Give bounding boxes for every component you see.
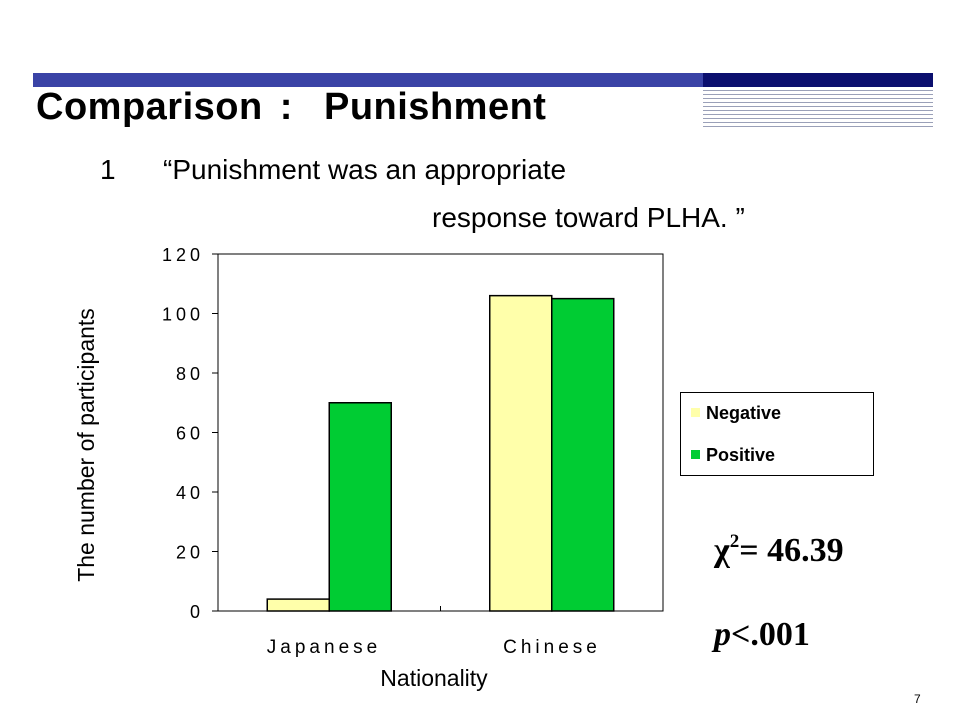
legend-label-positive: Positive	[706, 445, 776, 465]
x-category-label-chinese: Chinese	[503, 637, 601, 658]
title-right: Punishment	[323, 86, 547, 128]
question-line-1: “Punishment was an appropriate	[163, 154, 567, 185]
bar-japanese-negative	[266, 598, 330, 612]
legend-item-positive: Positive	[691, 445, 775, 466]
y-ticks-group: 0 20 40 60 80 100 120	[162, 245, 218, 622]
y-tick-label-60: 60	[176, 424, 204, 444]
page-number: 7	[914, 692, 921, 706]
p-value: <.001	[731, 616, 810, 653]
question-line-2: response toward PLHA. ”	[432, 202, 745, 233]
bars-group	[266, 294, 615, 612]
bar-japanese-positive	[328, 402, 392, 612]
p-letter: p	[714, 616, 731, 653]
legend-label-negative: Negative	[706, 403, 782, 423]
question-number: 1	[100, 154, 116, 185]
title-bar-dark	[703, 73, 933, 87]
chi-square-statistic: χ2= 46.39	[714, 530, 844, 570]
y-tick-label-20: 20	[176, 543, 204, 563]
title-bar	[33, 73, 933, 87]
p-value-statistic: p<.001	[714, 616, 810, 654]
title-separator: :	[279, 86, 293, 128]
x-category-label-japanese: Japanese	[267, 637, 381, 658]
bar-chinese-negative	[489, 294, 553, 612]
y-axis-title: The number of participants	[73, 308, 99, 582]
y-tick-label-120: 120	[162, 245, 204, 265]
chi-superscript: 2	[729, 530, 740, 552]
title-left: Comparison	[36, 86, 263, 128]
bar-chinese-positive	[551, 297, 615, 612]
y-tick-label-0: 0	[190, 602, 204, 622]
chi-value: = 46.39	[739, 532, 844, 569]
legend-swatch-negative	[691, 407, 700, 417]
y-tick-label-40: 40	[176, 483, 204, 503]
legend-swatch-positive	[691, 449, 700, 459]
title-decoration-stripes	[703, 90, 933, 130]
title-bar-light	[33, 73, 703, 87]
chart-legend: Negative Positive	[680, 392, 874, 476]
x-axis-title: Nationality	[380, 665, 488, 691]
y-tick-label-80: 80	[176, 364, 204, 384]
slide-title: Comparison : Punishment	[36, 86, 546, 129]
legend-item-negative: Negative	[691, 403, 781, 424]
chi-symbol: χ	[714, 532, 730, 569]
y-tick-label-100: 100	[162, 305, 204, 325]
